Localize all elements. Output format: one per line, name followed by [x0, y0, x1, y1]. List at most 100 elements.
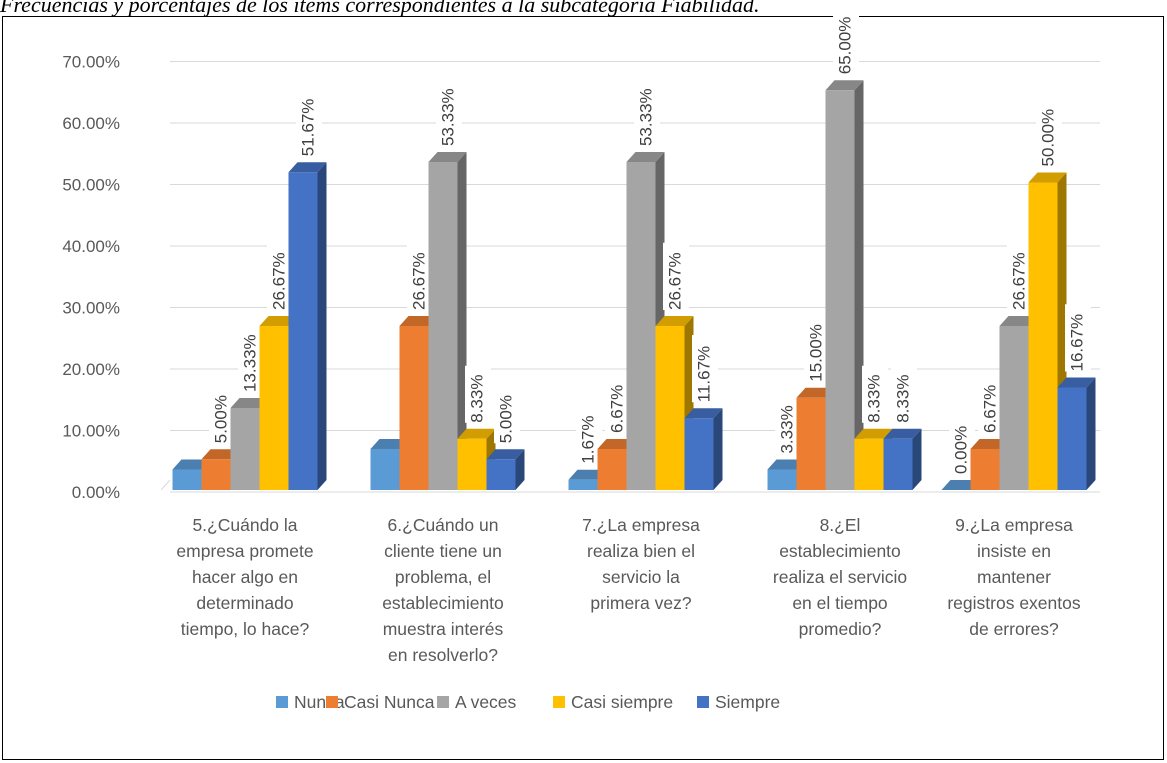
- y-tick-label: 30.00%: [62, 299, 120, 318]
- bar-top: [428, 152, 467, 163]
- category-label: realiza bien el: [587, 541, 695, 561]
- bar-top: [970, 438, 1009, 449]
- bar-side: [515, 449, 525, 490]
- bar: [457, 438, 487, 490]
- data-label: 26.67%: [409, 252, 428, 310]
- category-label: de errores?: [969, 619, 1059, 639]
- bar: [1057, 387, 1087, 490]
- bar: [999, 325, 1029, 490]
- category-label: 7.¿La empresa: [582, 515, 700, 535]
- data-label: 53.33%: [636, 88, 655, 146]
- data-label-background: [634, 78, 660, 147]
- legend-swatch: [437, 696, 449, 708]
- bar-top: [259, 315, 298, 326]
- bar: [568, 479, 598, 490]
- data-label-background: [1065, 304, 1091, 372]
- bar: [597, 448, 627, 490]
- y-tick-label: 20.00%: [62, 360, 120, 379]
- bar: [259, 325, 289, 490]
- data-label: 26.67%: [1009, 252, 1028, 310]
- category-label: establecimiento: [382, 593, 504, 613]
- category-label: problema, el: [395, 567, 491, 587]
- category-label: en el tiempo: [792, 593, 887, 613]
- bar-top: [825, 80, 864, 91]
- y-tick-label: 50.00%: [62, 176, 120, 195]
- category-label: tiempo, lo hace?: [181, 619, 310, 639]
- bar: [486, 459, 516, 490]
- category-label: cliente tiene un: [384, 541, 502, 561]
- data-label-background: [692, 335, 718, 403]
- bar-top: [457, 428, 496, 439]
- bar-side: [1086, 377, 1096, 490]
- category-label: muestra interés: [383, 619, 504, 639]
- bar: [767, 469, 797, 490]
- bar: [970, 448, 1000, 490]
- data-label-background: [833, 7, 859, 75]
- data-label: 5.00%: [211, 395, 230, 443]
- bar: [201, 459, 231, 490]
- bar-top: [230, 398, 269, 409]
- data-label: 16.67%: [1067, 314, 1086, 372]
- figure-caption: Frecuencias y porcentajes de los ítems c…: [0, 0, 760, 17]
- data-label: 8.33%: [864, 375, 883, 423]
- bar: [399, 325, 429, 490]
- bar-top: [796, 387, 835, 398]
- bar-top: [684, 408, 723, 419]
- bar-top: [486, 449, 525, 460]
- bar: [883, 438, 913, 490]
- bar-top: [568, 469, 607, 480]
- bar: [941, 480, 980, 490]
- data-label: 6.67%: [980, 385, 999, 433]
- y-tick-label: 10.00%: [62, 422, 120, 441]
- data-label: 1.67%: [578, 416, 597, 464]
- category-label: 9.¿La empresa: [955, 515, 1073, 535]
- category-label: insiste en: [977, 541, 1051, 561]
- bar: [172, 469, 202, 490]
- category-label: primera vez?: [590, 593, 691, 613]
- bar-top: [172, 459, 211, 470]
- category-label: establecimiento: [779, 541, 901, 561]
- bar-side: [457, 152, 467, 490]
- bar-top: [655, 315, 694, 326]
- data-label: 0.00%: [951, 426, 970, 474]
- floor-line: [160, 479, 171, 491]
- data-label: 26.67%: [665, 252, 684, 310]
- legend-label: Casi siempre: [571, 692, 673, 712]
- data-label: 5.00%: [496, 395, 515, 443]
- legend-swatch: [326, 696, 338, 708]
- data-label: 6.67%: [607, 385, 626, 433]
- bar-top: [288, 162, 327, 173]
- bar: [1028, 182, 1058, 490]
- y-tick-label: 0.00%: [72, 483, 120, 502]
- y-tick-label: 60.00%: [62, 114, 120, 133]
- data-label: 13.33%: [240, 334, 259, 392]
- bar: [825, 90, 855, 490]
- bar-side: [317, 162, 327, 491]
- data-label-background: [862, 365, 888, 423]
- bar-side: [713, 408, 723, 490]
- category-label: promedio?: [799, 619, 882, 639]
- data-label: 15.00%: [806, 324, 825, 382]
- category-label: registros exentos: [947, 593, 1081, 613]
- bar-top: [201, 449, 240, 460]
- bar-top: [370, 438, 409, 449]
- data-label: 3.33%: [777, 405, 796, 453]
- bar: [684, 418, 714, 490]
- bar: [796, 397, 826, 490]
- bar-top: [999, 315, 1038, 326]
- bar-top: [767, 459, 806, 470]
- y-tick-label: 70.00%: [62, 53, 120, 72]
- bar-top: [1057, 377, 1096, 388]
- category-label: 8.¿El: [820, 515, 861, 535]
- bar-top: [1028, 172, 1067, 183]
- data-label-background: [1036, 99, 1062, 167]
- data-label-background: [465, 365, 491, 423]
- bar-top: [399, 315, 438, 326]
- category-label: servicio la: [602, 567, 680, 587]
- bar: [655, 325, 685, 490]
- data-label-background: [891, 365, 917, 423]
- legend-label: Casi Nunca: [344, 692, 435, 712]
- category-label: mantener: [977, 567, 1051, 587]
- bar: [428, 162, 458, 490]
